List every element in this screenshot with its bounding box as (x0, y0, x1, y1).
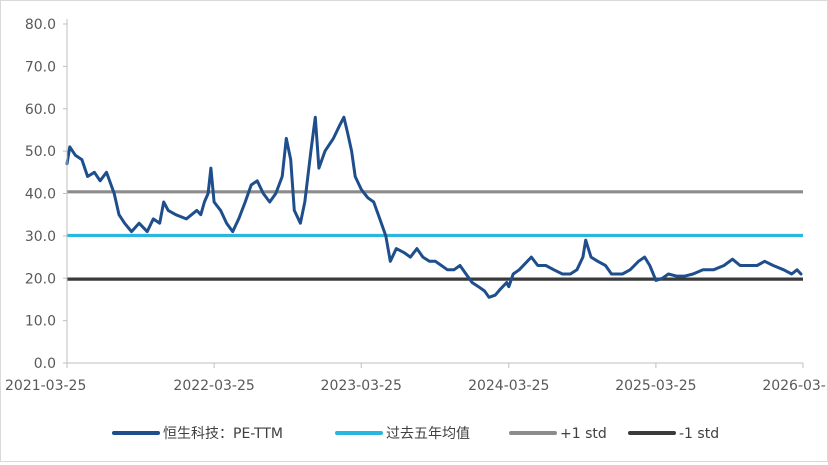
y-tick-label-4: 40.0 (25, 187, 56, 203)
x-tick-label-4: 2025-03-25 (615, 378, 696, 394)
series-layer (65, 115, 803, 299)
reference-lines (67, 190, 803, 281)
y-tick-label-1: 10.0 (25, 314, 56, 330)
y-tick-label-7: 70.0 (25, 59, 56, 75)
y-axis-labels: 0.0 10.0 20.0 30.0 40.0 50.0 60.0 70.0 80.0 (25, 17, 56, 372)
x-tick-label-1: 2022-03-25 (173, 378, 254, 394)
legend-label-2: +1 std (560, 426, 607, 442)
x-tick-label-5: 2026-03-25 (762, 378, 827, 394)
x-tick-label-2: 2023-03-25 (321, 378, 402, 394)
x-tick-label-3: 2024-03-25 (468, 378, 549, 394)
pe-ttm-series-line (65, 115, 803, 299)
legend-label-3: -1 std (679, 426, 719, 442)
y-tick-label-3: 30.0 (25, 229, 56, 245)
legend: 恒生科技：PE-TTM 过去五年均值 +1 std -1 std (112, 426, 719, 442)
legend-label-0: 恒生科技：PE-TTM (163, 426, 283, 442)
axes (63, 19, 804, 368)
y-tick-label-2: 20.0 (25, 271, 56, 287)
x-tick-label-0: 2021-03-25 (5, 378, 86, 394)
y-tick-label-5: 50.0 (25, 144, 56, 160)
x-axis-labels: 2021-03-25 2022-03-25 2023-03-25 2024-03-25… (5, 378, 828, 394)
legend-label-1: 过去五年均值 (386, 426, 470, 442)
y-tick-label-0: 0.0 (34, 356, 56, 372)
y-tick-label-6: 60.0 (25, 102, 56, 118)
y-tick-label-8: 80.0 (25, 17, 56, 33)
